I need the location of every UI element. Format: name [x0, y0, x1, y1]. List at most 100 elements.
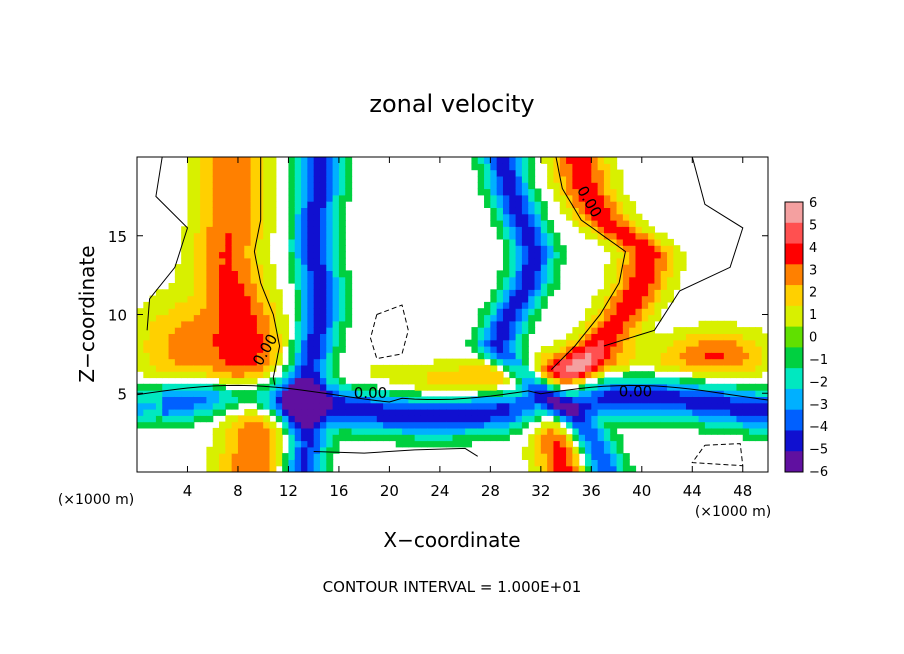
field-cell [219, 358, 226, 366]
field-cell [742, 390, 750, 397]
field-cell [143, 364, 151, 372]
field-cell [212, 396, 220, 404]
field-cell [597, 421, 605, 429]
field-cell [402, 390, 409, 397]
field-cell [307, 465, 315, 472]
field-cell [509, 226, 517, 234]
field-cell [345, 415, 353, 423]
field-cell [301, 220, 308, 227]
field-cell [174, 320, 182, 328]
field-cell [572, 453, 580, 460]
field-cell [667, 415, 674, 423]
field-cell [654, 364, 662, 372]
field-cell [717, 364, 725, 372]
field-cell [244, 175, 252, 183]
field-cell [313, 289, 321, 297]
field-cell [219, 188, 226, 196]
field-cell [319, 295, 327, 303]
field-cell [585, 188, 592, 196]
field-cell [269, 201, 277, 208]
field-cell [635, 409, 643, 416]
field-cell [244, 434, 252, 442]
field-cell [736, 421, 744, 429]
field-cell [301, 245, 308, 253]
field-cell [635, 270, 643, 278]
field-cell [313, 402, 321, 410]
field-cell [641, 270, 649, 278]
field-cell [301, 226, 308, 234]
field-cell [446, 409, 454, 416]
field-cell [648, 289, 656, 297]
field-cell [301, 276, 308, 284]
field-cell [622, 377, 630, 385]
field-cell [338, 257, 346, 265]
field-cell [610, 390, 618, 397]
field-cell [742, 409, 750, 416]
field-cell [319, 333, 327, 341]
field-cell [420, 440, 428, 448]
field-cell [326, 320, 334, 328]
field-cell [237, 465, 245, 472]
field-cell [351, 409, 359, 416]
field-cell [225, 283, 233, 290]
field-cell [591, 459, 599, 467]
field-cell [616, 333, 624, 341]
field-cell [269, 270, 277, 278]
field-cell [679, 339, 687, 347]
field-cell [484, 308, 491, 316]
field-cell [250, 390, 258, 397]
field-cell [603, 169, 611, 177]
field-cell [648, 251, 656, 259]
field-cell [326, 459, 334, 467]
field-cell [219, 446, 226, 454]
field-cell [269, 295, 277, 303]
field-cell [471, 427, 479, 435]
contour-line [253, 157, 281, 386]
field-cell [685, 390, 693, 397]
field-cell [433, 383, 441, 391]
field-cell [553, 440, 561, 448]
field-cell [540, 427, 548, 435]
field-cell [667, 390, 674, 397]
field-cell [364, 434, 372, 442]
field-cell [206, 245, 214, 253]
field-cell [269, 194, 277, 202]
field-cell [263, 434, 271, 442]
field-cell [269, 213, 277, 221]
field-cell [610, 264, 618, 271]
field-cell [496, 232, 504, 240]
field-cell [502, 270, 510, 278]
field-cell [521, 314, 529, 322]
field-cell [685, 402, 693, 410]
field-cell [250, 257, 258, 265]
field-cell [641, 327, 649, 334]
field-cell [566, 396, 573, 404]
field-cell [648, 226, 656, 234]
field-cell [263, 308, 271, 316]
field-cell [711, 415, 719, 423]
field-cell [231, 427, 239, 435]
field-cell [212, 257, 220, 265]
field-cell [282, 333, 290, 341]
field-cell [187, 257, 195, 265]
field-cell [610, 283, 618, 290]
field-cell [301, 320, 308, 328]
field-cell [603, 175, 611, 183]
field-cell [250, 459, 258, 467]
field-cell [174, 333, 182, 341]
field-cell [263, 459, 271, 467]
field-cell [578, 402, 586, 410]
field-cell [547, 352, 555, 360]
field-cell [502, 396, 510, 404]
field-cell [736, 333, 744, 341]
field-cell [698, 415, 706, 423]
field-cell [332, 283, 340, 290]
y-axis-label: Z−coordinate [75, 245, 99, 382]
field-cell [515, 421, 523, 429]
field-cell [155, 383, 163, 391]
field-cell [250, 276, 258, 284]
field-cell [597, 194, 605, 202]
field-cell [307, 232, 315, 240]
field-cell [357, 390, 365, 397]
field-cell [364, 409, 372, 416]
